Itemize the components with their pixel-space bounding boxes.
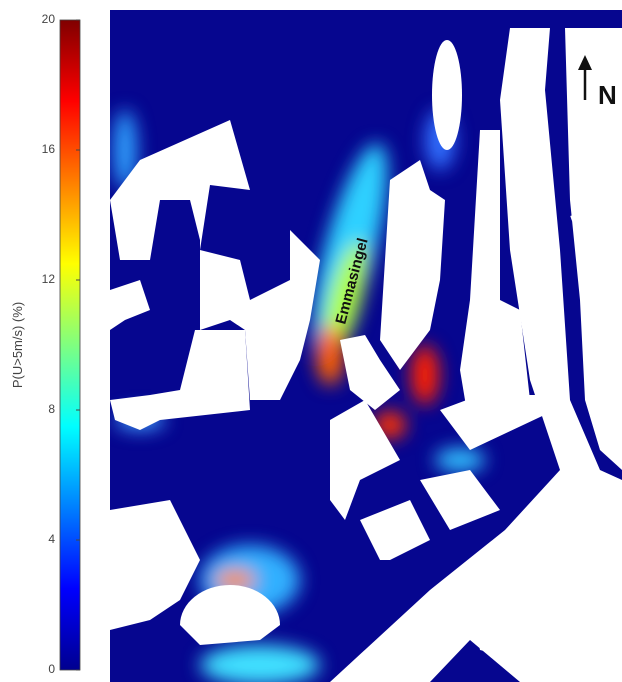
tick-label: 4 xyxy=(48,532,55,546)
tick-label: 12 xyxy=(42,272,56,286)
north-label: N xyxy=(598,80,617,110)
colorbar-label: P(U>5m/s) (%) xyxy=(10,302,25,388)
map: N Emmasingel Demer Vrijstraat xyxy=(110,10,622,682)
tick-label: 16 xyxy=(42,142,56,156)
page: P(U>5m/s) (%) 0 4 8 12 16 20 xyxy=(0,0,622,682)
tick-label: 20 xyxy=(42,12,56,26)
colorbar xyxy=(60,20,80,670)
tick-label: 8 xyxy=(48,402,55,416)
figure: P(U>5m/s) (%) 0 4 8 12 16 20 xyxy=(0,0,622,682)
tick-label: 0 xyxy=(48,662,55,676)
